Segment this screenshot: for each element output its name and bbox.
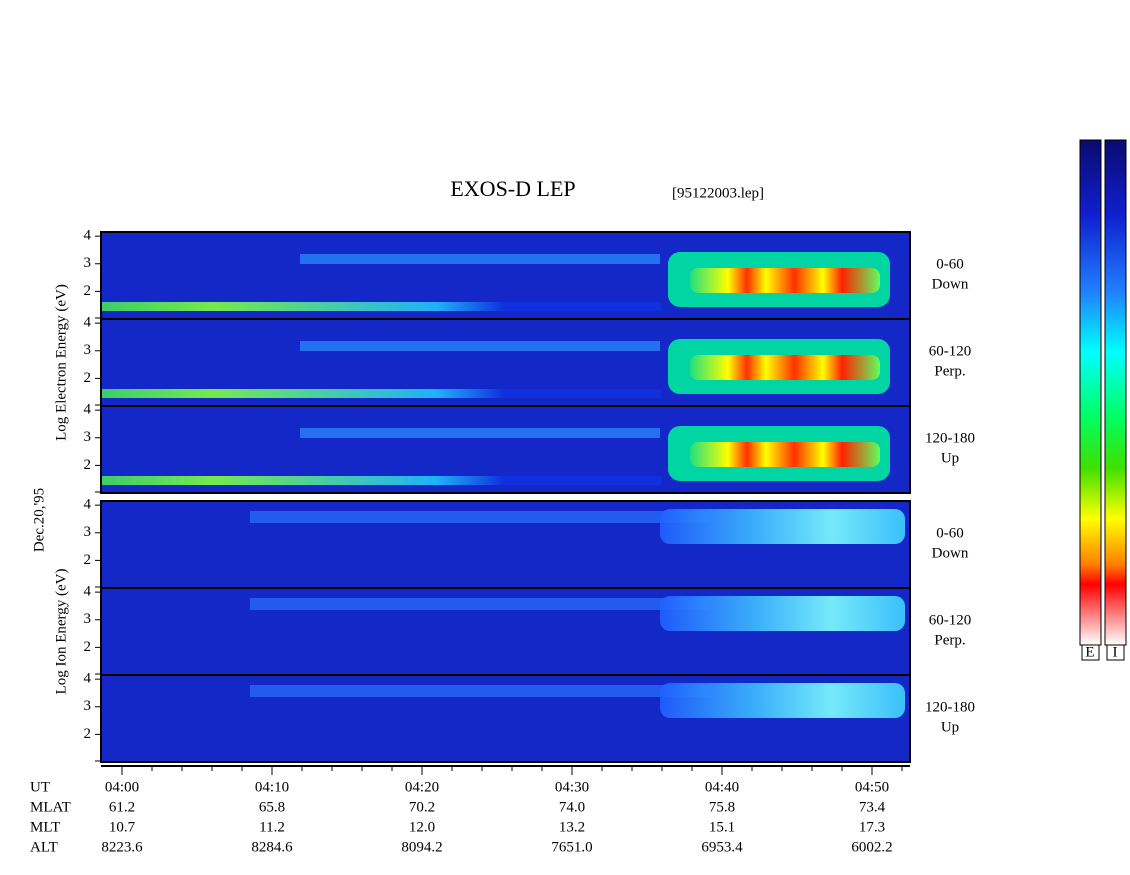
angle-label: 0-60 (936, 525, 964, 541)
row-label: MLT (30, 819, 60, 835)
row-value: 70.2 (409, 799, 435, 815)
y-tick-label: 2 (84, 457, 92, 473)
spectrogram-band (101, 302, 661, 311)
row-value: 04:00 (105, 779, 139, 795)
spectrogram-feature (250, 685, 710, 697)
row-value: 6953.4 (701, 839, 743, 855)
row-value: 65.8 (259, 799, 285, 815)
row-value: 8094.2 (401, 839, 442, 855)
colorbar (1104, 139, 1127, 646)
file-name: [95122003.lep] (672, 185, 764, 201)
spectrogram-feature (690, 355, 880, 380)
colorbar-box (1081, 644, 1100, 661)
group-label: Log Ion Energy (eV) (53, 569, 69, 695)
direction-label: Down (932, 545, 969, 561)
row-value: 13.2 (559, 819, 585, 835)
direction-label: Up (941, 719, 959, 735)
row-value: 04:40 (705, 779, 739, 795)
group-label: Log Electron Energy (eV) (53, 284, 69, 441)
row-value: 8284.6 (251, 839, 293, 855)
y-tick-label: 2 (84, 370, 92, 386)
spectrogram-feature (660, 509, 905, 544)
row-value: 8223.6 (101, 839, 143, 855)
direction-label: Down (932, 276, 969, 292)
row-value: 6002.2 (851, 839, 892, 855)
row-value: 73.4 (859, 799, 886, 815)
title: EXOS-D LEP (450, 176, 575, 201)
spectrogram-feature (300, 254, 660, 264)
angle-label: 0-60 (936, 256, 964, 272)
colorbar (1079, 139, 1102, 646)
date-label: Dec.20,'95 (31, 488, 47, 552)
row-label: UT (30, 779, 50, 795)
row-value: 7651.0 (551, 839, 592, 855)
y-tick-label: 3 (84, 429, 92, 445)
y-tick-label: 4 (84, 315, 92, 331)
row-value: 11.2 (259, 819, 285, 835)
spectrogram-band (101, 476, 661, 485)
spectrogram-feature (250, 598, 710, 610)
panel-frame (100, 405, 911, 494)
row-value: 04:30 (555, 779, 589, 795)
row-value: 74.0 (559, 799, 585, 815)
y-tick-label: 4 (84, 671, 92, 687)
y-tick-label: 3 (84, 524, 92, 540)
spectrogram-feature (300, 428, 660, 438)
row-value: 04:20 (405, 779, 439, 795)
angle-label: 120-180 (925, 699, 975, 715)
y-tick-label: 2 (84, 639, 92, 655)
y-tick-label: 2 (84, 552, 92, 568)
y-tick-label: 2 (84, 283, 92, 299)
spectrogram-band (101, 389, 661, 398)
y-tick-label: 4 (84, 584, 92, 600)
angle-label: 60-120 (929, 612, 972, 628)
colorbar-label: I (1113, 644, 1118, 660)
y-tick-label: 3 (84, 342, 92, 358)
y-tick-label: 3 (84, 255, 92, 271)
spectrogram-feature (690, 268, 880, 293)
row-label: ALT (30, 839, 58, 855)
colorbar-label: E (1085, 644, 1094, 660)
panel-frame (100, 674, 911, 763)
spectrogram-feature (660, 683, 905, 718)
y-tick-label: 4 (84, 402, 92, 418)
angle-label: 60-120 (929, 343, 972, 359)
angle-label: 120-180 (925, 430, 975, 446)
row-label: MLAT (30, 799, 71, 815)
direction-label: Perp. (934, 632, 965, 648)
row-value: 04:50 (855, 779, 889, 795)
spectrogram-feature (660, 596, 905, 631)
direction-label: Up (941, 450, 959, 466)
direction-label: Perp. (934, 363, 965, 379)
colorbar-box (1106, 644, 1125, 661)
y-tick-label: 4 (84, 228, 92, 244)
spectrogram-feature (250, 511, 710, 523)
spectrogram-feature (690, 442, 880, 467)
y-tick-label: 2 (84, 726, 92, 742)
y-tick-label: 3 (84, 611, 92, 627)
y-tick-label: 3 (84, 698, 92, 714)
row-value: 15.1 (709, 819, 735, 835)
y-tick-label: 4 (84, 497, 92, 513)
row-value: 10.7 (109, 819, 136, 835)
row-value: 75.8 (709, 799, 735, 815)
row-value: 12.0 (409, 819, 435, 835)
row-value: 17.3 (859, 819, 885, 835)
row-value: 04:10 (255, 779, 289, 795)
row-value: 61.2 (109, 799, 135, 815)
spectrogram-feature (300, 341, 660, 351)
